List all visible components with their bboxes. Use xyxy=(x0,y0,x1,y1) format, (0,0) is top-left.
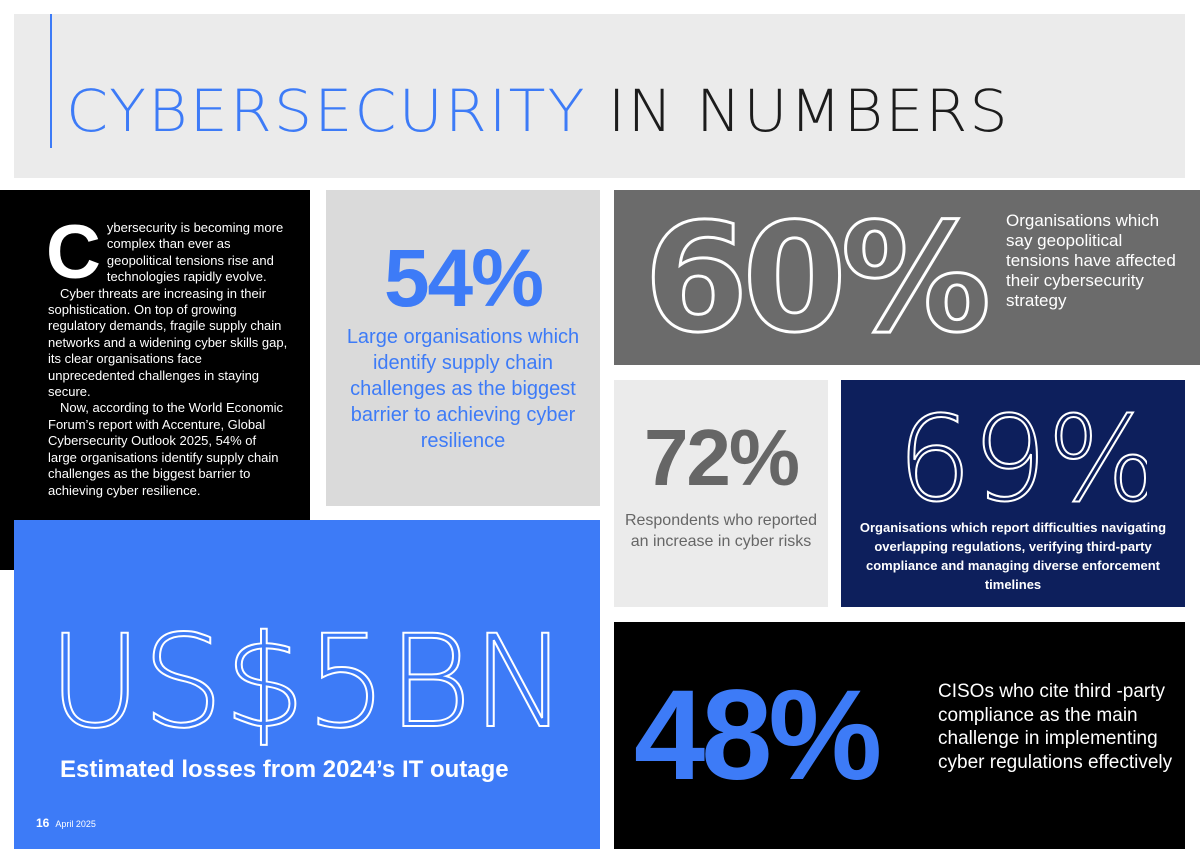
stat-card-48: 48% CISOs who cite third -party complian… xyxy=(614,622,1185,849)
header-banner: CYBERSECURITY IN NUMBERS xyxy=(14,14,1185,178)
intro-text: C ybersecurity is becoming more complex … xyxy=(46,210,288,499)
stat-caption-54: Large organisations which identify suppl… xyxy=(346,326,580,452)
title-rest: IN NUMBERS xyxy=(586,77,1010,145)
stat-value-69: 69% xyxy=(897,396,1147,508)
intro-paragraph-3: Now, according to the World Economic For… xyxy=(48,400,284,498)
stat-card-54: 54% Large organisations which identify s… xyxy=(326,190,600,506)
stat-value-72: 72% xyxy=(643,413,800,502)
stat-caption-72: Respondents who reported an increase in … xyxy=(624,512,818,550)
stat-card-69: 69% Organisations which report difficult… xyxy=(841,380,1185,607)
stat-card-60: 60% Organisations which say geopolitical… xyxy=(614,190,1200,365)
stat-value-60-graphic: 60% xyxy=(644,202,994,352)
stat-card-72: 72% Respondents who reported an increase… xyxy=(614,380,828,607)
stat-value-losses-graphic: US$5BN xyxy=(47,608,569,748)
stat-caption-69: Organisations which report difficulties … xyxy=(859,520,1167,592)
stat-value-48: 48% xyxy=(634,664,882,807)
page-title: CYBERSECURITY IN NUMBERS xyxy=(66,82,1010,140)
stat-value-60: 60% xyxy=(644,202,987,352)
stat-caption-60: Organisations which say geopolitical ten… xyxy=(1006,211,1176,310)
intro-panel: C ybersecurity is becoming more complex … xyxy=(0,190,310,570)
page-number: 16 xyxy=(36,816,50,830)
stat-value-losses: US$5BN xyxy=(48,608,568,748)
page-footer: 16 April 2025 xyxy=(36,814,96,832)
stat-value-69-graphic: 69% xyxy=(897,396,1147,508)
stat-caption-48: CISOs who cite third -party compliance a… xyxy=(938,681,1173,773)
stat-card-losses: US$5BN Estimated losses from 2024’s IT o… xyxy=(14,520,600,849)
title-accent: CYBERSECURITY xyxy=(66,77,587,145)
header-accent-rule xyxy=(50,14,52,148)
intro-paragraph-2: Cyber threats are increasing in their so… xyxy=(48,285,288,400)
stat-value-54: 54% xyxy=(383,233,544,324)
panel-gap xyxy=(310,506,326,520)
issue-date: April 2025 xyxy=(55,819,96,829)
drop-cap: C xyxy=(46,210,101,295)
intro-paragraph-1: ybersecurity is becoming more complex th… xyxy=(106,220,284,285)
stat-caption-losses: Estimated losses from 2024’s IT outage xyxy=(60,756,509,783)
